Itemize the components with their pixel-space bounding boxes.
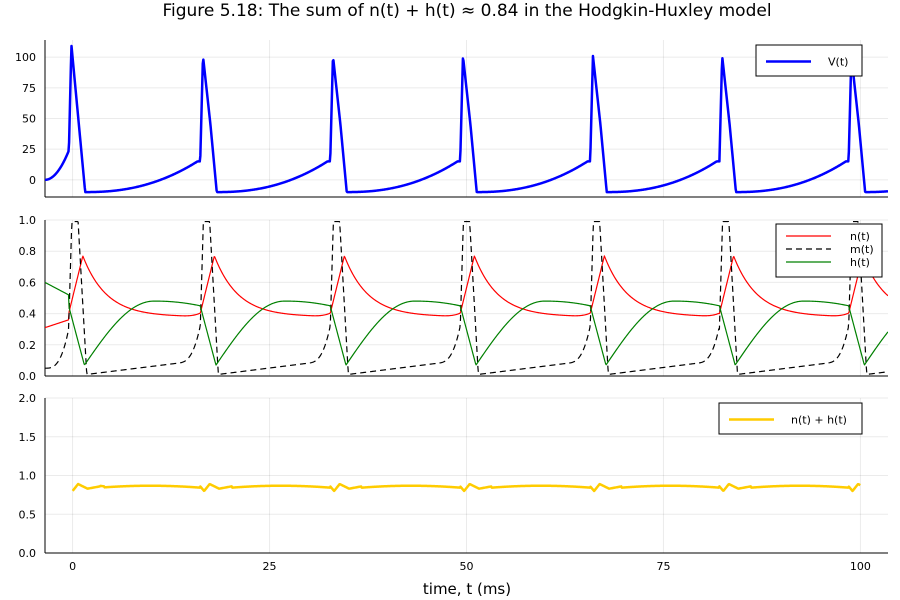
panel-2-ytick-label-2: 0.4 <box>19 308 37 321</box>
panel-1-ytick-label-0: 0 <box>29 174 36 187</box>
legend-label-0: n(t) + h(t) <box>791 414 847 427</box>
panel-2-ytick-label-4: 0.8 <box>19 245 37 258</box>
panel-1: 0 25 50 75 100 V(t) <box>15 40 888 198</box>
panel-2: 0.0 0.2 0.4 0.6 0.8 1.0 n(t)m(t)h(t) <box>19 214 888 383</box>
chart-title: Figure 5.18: The sum of n(t) + h(t) ≈ 0.… <box>162 1 771 21</box>
panel-2-ytick-label-3: 0.6 <box>19 276 37 289</box>
panel-2-ytick-label-1: 0.2 <box>19 339 37 352</box>
panel-3-ytick-label-3: 1.5 <box>19 431 37 444</box>
panel-3: 0.0 0.5 1.0 1.5 2.0 0 25 50 75 100 n(t) + h(t) <box>19 392 888 573</box>
xtick-label-3: 75 <box>656 560 670 573</box>
series-n-t-h-t-line <box>71 482 861 493</box>
legend-label-1: m(t) <box>850 243 874 256</box>
series-m-t-line <box>45 220 888 376</box>
legend-label-2: h(t) <box>850 256 870 269</box>
x-axis-label: time, t (ms) <box>423 580 511 598</box>
panel-1-ytick-label-3: 75 <box>22 82 36 95</box>
panel-2-ytick-label-0: 0.0 <box>19 370 37 383</box>
series-v-t-line <box>45 44 888 194</box>
panel-3-ytick-label-2: 1.0 <box>19 470 37 483</box>
panel-3-ytick-label-4: 2.0 <box>19 392 37 405</box>
xtick-label-2: 50 <box>460 560 474 573</box>
panel-1-ytick-label-1: 25 <box>22 143 36 156</box>
xtick-label-0: 0 <box>69 560 76 573</box>
panel-2-ytick-label-5: 1.0 <box>19 214 37 227</box>
legend-box <box>775 223 883 278</box>
legend-label-0: n(t) <box>850 230 870 243</box>
panel-3-legend: n(t) + h(t) <box>718 402 863 435</box>
panel-2-legend: n(t)m(t)h(t) <box>775 223 883 278</box>
panel-1-legend: V(t) <box>755 44 863 77</box>
xtick-label-4: 100 <box>850 560 871 573</box>
panel-3-ytick-label-1: 0.5 <box>19 508 37 521</box>
series-h-t-line <box>45 281 888 366</box>
series-n-t-line <box>45 255 888 329</box>
panels: 0 25 50 75 100 V(t) 0.0 0.2 0.4 0.6 0.8 1.0 n(t)m(t)… <box>15 40 888 573</box>
panel-1-ytick-label-2: 50 <box>22 113 36 126</box>
legend-label-0: V(t) <box>828 56 848 69</box>
xtick-label-1: 25 <box>263 560 277 573</box>
panel-1-ytick-label-4: 100 <box>15 51 36 64</box>
panel-3-ytick-label-0: 0.0 <box>19 547 37 560</box>
